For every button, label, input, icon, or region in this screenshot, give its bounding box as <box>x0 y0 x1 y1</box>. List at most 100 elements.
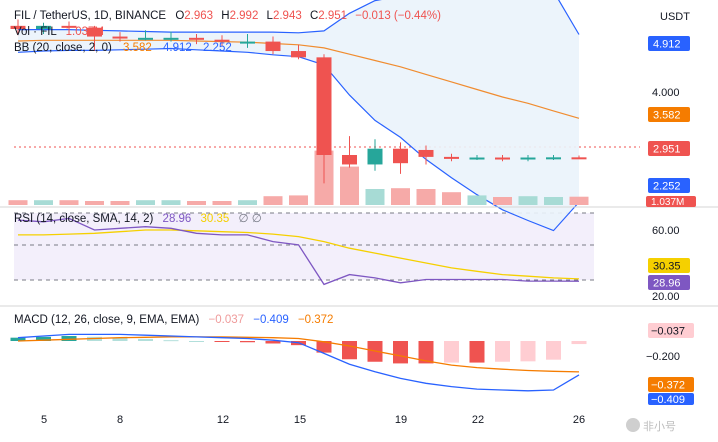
rsi-value: 28.96 <box>163 213 192 225</box>
candle <box>571 155 587 160</box>
volume-bar <box>110 201 130 205</box>
macd-histogram-bar <box>138 338 153 341</box>
candle-body <box>393 148 408 164</box>
volume-bar <box>416 189 436 205</box>
macd-label: MACD (12, 26, close, 9, EMA, EMA) <box>14 314 200 326</box>
volume-bar <box>34 200 53 205</box>
badge-volume-text: 1.037M <box>651 197 684 208</box>
rsi-legend[interactable]: RSI (14, close, SMA, 14, 2) 28.96 30.35 … <box>14 213 262 225</box>
candle <box>189 34 204 45</box>
candle-body <box>10 25 26 29</box>
candle-body <box>112 36 128 39</box>
volume-bar <box>467 195 487 205</box>
macd-legend[interactable]: MACD (12, 26, close, 9, EMA, EMA) −0.037… <box>14 314 333 326</box>
volume-bar <box>212 201 232 205</box>
candle <box>214 35 230 47</box>
badge-bb-basis-text: 3.582 <box>653 110 681 122</box>
volume-bar <box>238 200 257 205</box>
main-legend[interactable]: FIL / TetherUS, 1D, BINANCE O2.963 H2.99… <box>14 10 441 54</box>
candle-body <box>61 25 77 28</box>
volume-bar <box>263 196 283 205</box>
low-label: L <box>267 10 274 22</box>
macd-histogram-bar <box>393 341 408 364</box>
low-value: 2.943 <box>273 10 302 22</box>
badge-macd-histogram-text: −0.037 <box>651 326 685 338</box>
time-tick-12: 12 <box>217 414 229 426</box>
candle-body <box>520 157 536 160</box>
candle-body <box>138 37 153 40</box>
volume-bar <box>187 201 206 205</box>
time-tick-22: 22 <box>472 414 484 426</box>
macd-histogram-bar <box>240 341 255 343</box>
volume-bar <box>85 201 104 205</box>
badge-bb-upper: 4.912 <box>648 36 690 51</box>
volume-bar <box>442 192 461 205</box>
macd-histogram-bar <box>546 341 561 360</box>
candle-body <box>291 51 306 58</box>
volume-bar <box>518 196 538 205</box>
time-tick-15: 15 <box>294 414 306 426</box>
candle <box>342 136 357 168</box>
macd-histogram-bar <box>418 341 434 364</box>
close-value: 2.951 <box>318 10 347 22</box>
svg-text:Vol · FIL 1.037M: Vol · FIL 1.037M <box>14 26 104 38</box>
close-label: C <box>310 10 318 22</box>
volume-bar <box>493 197 512 205</box>
candle <box>291 44 306 60</box>
svg-text:BB (20, close, 2, 0) 3.5: BB (20, close, 2, 0) 3.582 4.912 2.252 <box>14 42 232 54</box>
macd-histogram-bar <box>571 341 587 345</box>
candle <box>240 34 255 48</box>
rsi-tick-60: 60.00 <box>652 225 680 237</box>
candle-body <box>571 157 587 160</box>
badge-macd-line-text: −0.409 <box>651 394 685 406</box>
badge-bb-basis: 3.582 <box>648 107 690 122</box>
candle-body <box>189 37 204 40</box>
volume-bar <box>8 200 28 205</box>
rsi-axis: 60.00 20.00 <box>652 225 680 303</box>
candle <box>138 30 153 41</box>
bb-lower-value: 2.252 <box>203 42 232 54</box>
macd-histogram-bar <box>342 341 357 360</box>
candle <box>520 155 536 162</box>
time-axis: 5 8 12 15 19 22 26 <box>41 414 585 426</box>
volume-bar <box>136 200 155 205</box>
badge-bb-lower: 2.252 <box>648 178 690 193</box>
macd-histogram-bar <box>495 341 510 362</box>
macd-axis: −0.200 <box>646 351 680 363</box>
macd-histogram-bar <box>444 341 459 363</box>
bb-upper-line <box>18 0 580 35</box>
candle <box>469 155 485 161</box>
candle-body <box>546 157 561 160</box>
high-value: 2.992 <box>230 10 259 22</box>
rsi-label: RSI (14, close, SMA, 14, 2) <box>14 213 154 225</box>
candle-body <box>36 25 51 29</box>
candle <box>265 36 281 55</box>
candle <box>316 54 332 184</box>
badge-close-price: 2.951 <box>648 141 690 156</box>
volume-bar <box>391 188 410 205</box>
macd-histogram-bar <box>316 341 332 353</box>
candles[interactable] <box>10 19 587 184</box>
candle-body <box>265 41 281 52</box>
candle <box>393 142 408 174</box>
rsi-lines <box>17 217 580 286</box>
candle-body <box>418 149 434 157</box>
rsi-sma-line <box>18 229 580 280</box>
watermark: 非小号 <box>626 418 676 433</box>
symbol-label: FIL / TetherUS, 1D, BINANCE <box>14 10 166 22</box>
volume-label: Vol · FIL <box>14 26 57 38</box>
macd-histogram-bar <box>10 337 26 341</box>
badge-rsi: 28.96 <box>648 275 690 290</box>
candle <box>87 25 102 52</box>
time-tick-19: 19 <box>395 414 407 426</box>
candle <box>367 139 383 171</box>
candle-body <box>444 156 459 159</box>
volume-bar <box>161 200 181 205</box>
candle-body <box>240 41 255 44</box>
macd-histogram-value: −0.037 <box>209 314 245 326</box>
open-label: O <box>175 10 184 22</box>
candle <box>61 21 77 33</box>
svg-text:FIL / TetherUS, 1D, BINANCE: FIL / TetherUS, 1D, BINANCE O2.963 H2.99… <box>14 10 441 22</box>
